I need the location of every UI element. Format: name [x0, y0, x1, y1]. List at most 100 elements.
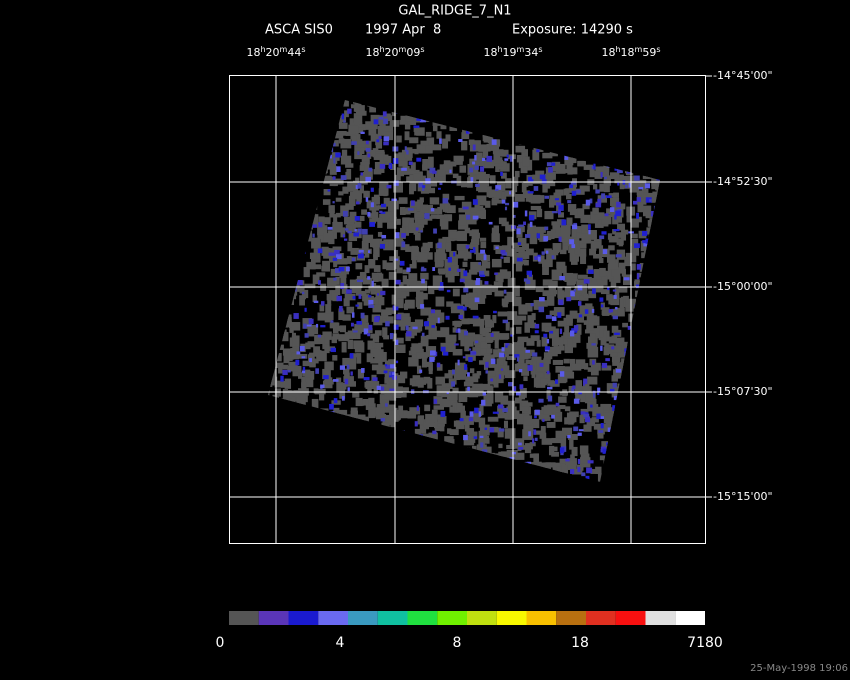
pixel — [363, 377, 370, 381]
pixel — [309, 358, 316, 368]
pixel — [528, 431, 531, 437]
pixel — [494, 339, 499, 349]
pixel — [409, 100, 412, 101]
pixel — [656, 189, 660, 196]
pixel — [560, 224, 571, 235]
pixel — [495, 460, 501, 463]
pixel — [469, 468, 478, 478]
pixel — [268, 312, 270, 321]
pixel — [577, 274, 588, 279]
pixel — [570, 181, 577, 185]
pixel — [400, 430, 405, 437]
pixel — [394, 483, 398, 490]
pixel — [627, 369, 637, 378]
pixel — [558, 396, 567, 403]
pixel — [380, 203, 386, 208]
pixel — [345, 381, 357, 387]
pixel — [540, 426, 546, 434]
pixel — [660, 377, 671, 385]
pixel — [485, 200, 491, 208]
pixel — [507, 127, 516, 135]
pixel — [439, 423, 445, 432]
pixel — [347, 241, 353, 252]
pixel — [370, 202, 374, 208]
pixel — [408, 357, 419, 367]
pixel — [623, 341, 634, 347]
pixel — [333, 133, 344, 139]
pixel — [608, 454, 620, 465]
pixel — [636, 212, 639, 219]
pixel — [493, 349, 501, 358]
pixel — [365, 140, 369, 145]
pixel — [464, 423, 470, 432]
pixel — [509, 104, 520, 114]
pixel — [475, 156, 485, 167]
pixel — [311, 111, 322, 121]
pixel — [645, 280, 655, 285]
pixel — [583, 382, 586, 386]
pixel — [584, 363, 589, 370]
pixel — [469, 413, 480, 419]
pixel — [368, 324, 373, 331]
pixel — [590, 211, 599, 222]
pixel — [471, 334, 483, 342]
pixel — [390, 364, 395, 369]
pixel — [324, 377, 333, 385]
pixel — [590, 469, 598, 474]
pixel — [400, 324, 406, 331]
pixel — [268, 470, 271, 474]
image — [268, 100, 671, 490]
pixel — [444, 104, 452, 114]
pixel — [639, 100, 644, 109]
pixel — [417, 416, 424, 425]
pixel — [430, 214, 440, 219]
pixel — [396, 181, 402, 188]
pixel — [274, 388, 281, 397]
pixel — [275, 207, 284, 217]
pixel — [517, 336, 529, 343]
pixel — [561, 335, 573, 345]
pixel — [643, 102, 648, 106]
pixel — [663, 401, 667, 405]
pixel — [317, 280, 321, 285]
pixel — [268, 449, 275, 459]
pixel — [569, 208, 581, 216]
pixel — [392, 259, 400, 269]
pixel — [374, 316, 379, 323]
pixel — [343, 425, 350, 430]
pixel — [486, 155, 493, 162]
pixel — [588, 152, 594, 160]
pixel — [349, 118, 354, 130]
pixel — [431, 415, 438, 423]
pixel — [363, 328, 369, 335]
pixel — [516, 133, 526, 141]
pixel — [376, 385, 381, 390]
pixel — [454, 157, 463, 165]
pixel — [501, 298, 506, 306]
pixel — [294, 204, 301, 212]
pixel — [548, 171, 556, 180]
pixel — [637, 457, 644, 464]
pixel — [615, 254, 622, 258]
pixel — [402, 217, 410, 227]
pixel — [417, 224, 423, 233]
dec-label: -15°00'00" — [713, 280, 773, 293]
pixel — [587, 367, 592, 372]
pixel — [314, 453, 321, 461]
pixel — [390, 418, 396, 428]
dec-label: -14°45'00" — [713, 69, 773, 82]
pixel — [307, 230, 313, 242]
pixel — [632, 116, 639, 127]
pixel — [316, 453, 327, 462]
pixel — [523, 376, 528, 382]
pixel — [457, 328, 461, 333]
pixel — [634, 175, 640, 181]
pixel — [618, 106, 629, 113]
pixel — [636, 134, 641, 140]
pixel — [445, 266, 452, 278]
pixel — [586, 418, 595, 427]
pixel — [344, 293, 356, 301]
pixel — [288, 322, 300, 328]
pixel — [383, 197, 390, 207]
pixel — [551, 451, 559, 457]
